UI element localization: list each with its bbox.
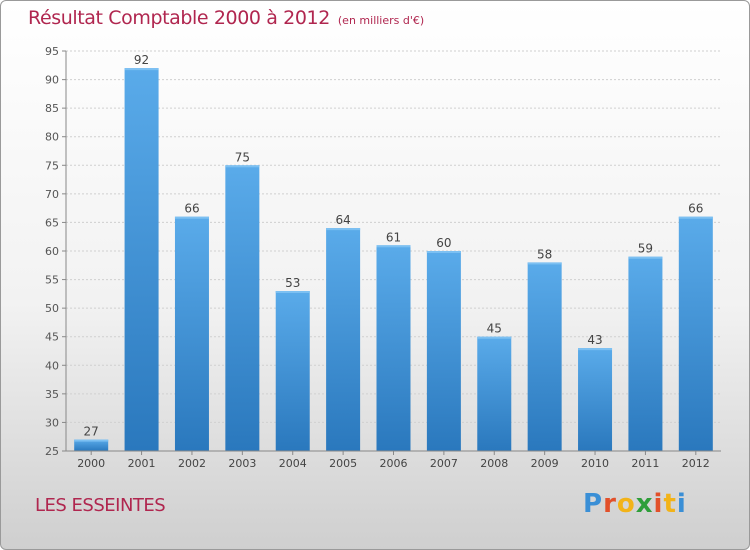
y-tick-label: 85 <box>45 102 59 115</box>
x-tick-label: 2006 <box>380 457 408 470</box>
y-tick-label: 30 <box>45 416 59 429</box>
y-tick-label: 90 <box>45 74 59 87</box>
bar-value-label: 66 <box>688 202 703 216</box>
y-tick-label: 25 <box>45 445 59 458</box>
y-tick-label: 35 <box>45 388 59 401</box>
y-axis: 25 30 35 40 45 50 55 60 65 70 75 80 85 90 95 <box>45 45 67 458</box>
bars: 27 92 66 75 53 64 61 60 45 58 43 59 66 <box>74 53 713 452</box>
bar-highlight <box>275 291 310 293</box>
chart-title: Résultat Comptable 2000 à 2012 (en millie… <box>28 7 424 29</box>
x-tick-label: 2001 <box>128 457 156 470</box>
x-tick-label: 2010 <box>581 457 609 470</box>
bar-value-label: 53 <box>285 276 300 290</box>
x-tick-label: 2011 <box>631 457 659 470</box>
logo-letter: P <box>583 489 604 519</box>
bar-value-label: 43 <box>587 333 602 347</box>
bar-2006[interactable] <box>376 245 411 451</box>
bar-value-label: 27 <box>84 425 99 439</box>
bar-highlight <box>124 68 159 71</box>
x-tick-label: 2004 <box>279 457 307 470</box>
x-tick-label: 2012 <box>682 457 710 470</box>
bar-2007[interactable] <box>426 251 461 451</box>
y-tick-label: 55 <box>45 274 59 287</box>
x-tick-label: 2000 <box>77 457 105 470</box>
bar-2003[interactable] <box>225 165 260 452</box>
y-tick-label: 95 <box>45 45 59 58</box>
bar-2000[interactable] <box>74 439 109 451</box>
logo-letter: r <box>603 489 617 519</box>
y-tick-label: 65 <box>45 216 59 229</box>
bar-highlight <box>628 256 663 259</box>
bar-highlight <box>527 262 562 265</box>
x-tick-label: 2009 <box>531 457 559 470</box>
y-tick-label: 60 <box>45 245 59 258</box>
x-tick-label: 2008 <box>480 457 508 470</box>
bar-value-label: 58 <box>537 247 552 261</box>
bar-2001[interactable] <box>124 68 159 452</box>
logo-letter: o <box>616 489 636 519</box>
y-tick-label: 45 <box>45 331 59 344</box>
bar-2009[interactable] <box>527 262 562 451</box>
x-tick-label: 2003 <box>228 457 256 470</box>
logo-letter: x <box>635 489 654 519</box>
bar-value-label: 61 <box>386 230 401 244</box>
bar-highlight <box>74 439 109 442</box>
x-tick-label: 2007 <box>430 457 458 470</box>
y-tick-label: 50 <box>45 302 59 315</box>
bar-value-label: 66 <box>184 202 199 216</box>
bar-2008[interactable] <box>477 336 512 451</box>
proxiti-logo[interactable]: Proxiti <box>583 489 687 519</box>
x-tick-label: 2002 <box>178 457 206 470</box>
title-text: Résultat Comptable 2000 à 2012 <box>28 7 330 29</box>
bar-2012[interactable] <box>678 216 713 451</box>
bar-value-label: 45 <box>487 322 502 336</box>
bar-2004[interactable] <box>275 291 310 451</box>
bar-value-label: 59 <box>638 242 653 256</box>
bar-value-label: 75 <box>235 150 250 164</box>
bar-highlight <box>376 245 411 248</box>
logo-letter: t <box>663 489 677 519</box>
logo-letter: i <box>653 489 664 519</box>
x-tick-label: 2005 <box>329 457 357 470</box>
bar-2002[interactable] <box>174 216 209 451</box>
bar-highlight <box>678 216 713 219</box>
bar-value-label: 92 <box>134 53 149 67</box>
bar-2005[interactable] <box>326 228 361 451</box>
x-axis: 2000 2001 2002 2003 2004 2005 2006 2007 2008 2009… <box>66 450 721 470</box>
bar-highlight <box>578 348 613 351</box>
bar-highlight <box>477 336 512 339</box>
y-tick-label: 70 <box>45 188 59 201</box>
bar-highlight <box>326 228 361 231</box>
y-tick-label: 40 <box>45 359 59 372</box>
bar-value-label: 64 <box>335 213 350 227</box>
y-tick-label: 75 <box>45 159 59 172</box>
bar-highlight <box>426 251 461 253</box>
title-unit: (en milliers d'€) <box>337 14 425 27</box>
bar-highlight <box>225 165 260 168</box>
commune-name: LES ESSEINTES <box>35 495 166 516</box>
bar-value-label: 60 <box>436 236 451 250</box>
bar-2011[interactable] <box>628 256 663 451</box>
logo-letter: i <box>676 489 687 519</box>
bar-2010[interactable] <box>578 348 613 451</box>
bar-highlight <box>174 216 209 219</box>
y-tick-label: 80 <box>45 131 59 144</box>
